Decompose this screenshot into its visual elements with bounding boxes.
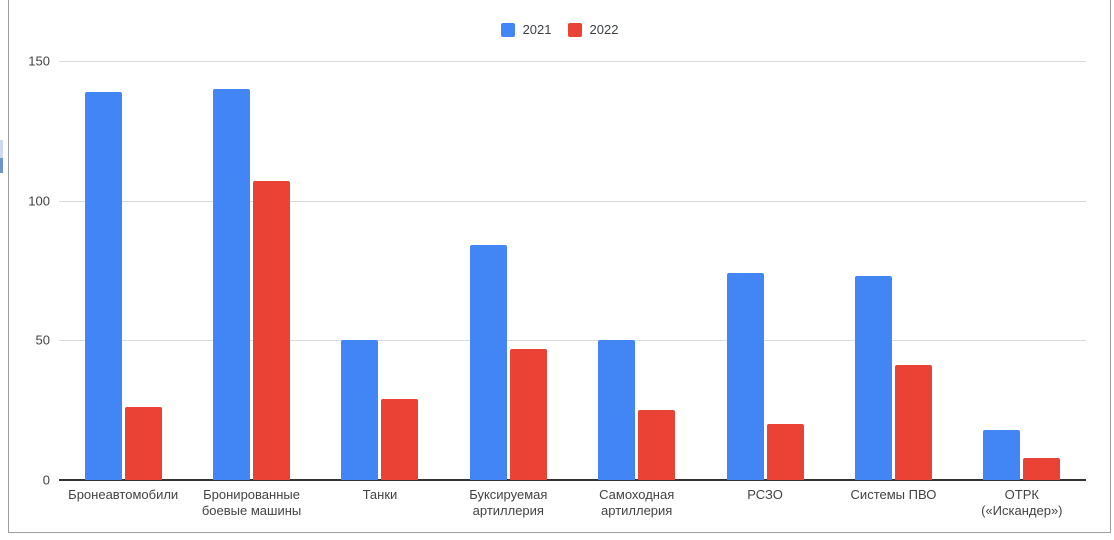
gridline-50	[59, 340, 1086, 342]
x-axis-label: Танки	[362, 487, 398, 502]
y-tick-0: 0	[42, 472, 50, 488]
bar-group-2	[187, 61, 315, 480]
bar-2021[interactable]	[469, 245, 507, 480]
x-axis-label: Самоходная артиллерия	[599, 487, 675, 518]
bar-2022[interactable]	[124, 407, 162, 480]
legend-label-2021: 2021	[522, 22, 552, 37]
legend-swatch-2021-icon	[500, 22, 515, 37]
x-axis-label: Бронеавтомобили	[68, 487, 179, 502]
legend-item-2022: 2022	[567, 22, 619, 37]
x-axis-label: ОТРК («Искандер»)	[981, 487, 1063, 518]
legend-item-2021: 2021	[500, 22, 552, 37]
left-edge-artifact	[0, 158, 3, 173]
y-tick-50: 50	[35, 332, 50, 348]
x-axis-label: Буксируемая артиллерия	[469, 487, 548, 518]
x-axis-line	[59, 479, 1086, 481]
plot-area: 150 100 50 0 Бронеавтомобили Бронированны…	[28, 54, 1086, 518]
x-axis-label: РСЗО	[747, 487, 783, 502]
gridline-100	[59, 200, 1086, 202]
bar-2021[interactable]	[854, 276, 892, 480]
bar-group-4	[444, 61, 572, 480]
bar-2021[interactable]	[84, 91, 122, 480]
bar-group-3	[316, 61, 444, 480]
y-tick-150: 150	[28, 53, 50, 69]
gridline-150	[59, 61, 1086, 62]
y-tick-100: 100	[28, 193, 50, 209]
x-axis-labels: Бронеавтомобили Бронированные боевые маши…	[59, 487, 1086, 519]
chart-frame[interactable]: 2021 2022 150 100 50 0 Бронеавтомобили Бр…	[8, 0, 1111, 533]
bars-row	[59, 61, 1086, 480]
bar-2021[interactable]	[341, 340, 379, 480]
legend-swatch-2022-icon	[567, 22, 582, 37]
left-edge-artifact	[0, 140, 3, 158]
bar-2022[interactable]	[894, 365, 932, 480]
bar-group-1	[59, 61, 187, 480]
bar-group-6	[701, 61, 829, 480]
bar-2022[interactable]	[509, 348, 547, 480]
chart-legend: 2021 2022	[9, 22, 1110, 37]
bar-2021[interactable]	[598, 340, 636, 480]
bar-group-7	[829, 61, 957, 480]
bar-2021[interactable]	[983, 429, 1021, 480]
bar-2021[interactable]	[213, 88, 251, 480]
bar-2021[interactable]	[726, 273, 764, 480]
bar-2022[interactable]	[1023, 457, 1061, 480]
x-axis-label: Бронированные боевые машины	[201, 487, 302, 518]
bar-group-5	[573, 61, 701, 480]
bar-2022[interactable]	[381, 399, 419, 480]
x-axis-label: Системы ПВО	[850, 487, 937, 502]
bar-2022[interactable]	[638, 410, 676, 480]
bar-2022[interactable]	[253, 181, 291, 480]
bar-group-8	[958, 61, 1086, 480]
legend-label-2022: 2022	[589, 22, 619, 37]
bar-2022[interactable]	[766, 424, 804, 480]
